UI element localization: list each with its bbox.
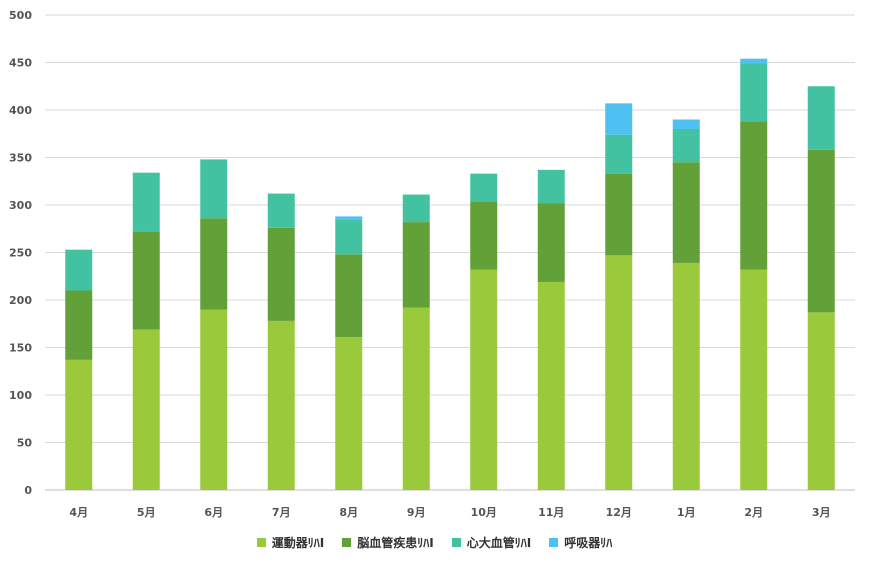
bar-segment-series-2-6 (470, 173, 498, 202)
bar-segment-series-1-9 (672, 162, 700, 263)
y-tick-label: 400 (9, 104, 32, 117)
legend-label: 心大血管ﾘﾊⅠ (466, 536, 532, 550)
y-axis-ticks: 0 50 100 150 200 250 300 350 400 450 500 (9, 9, 32, 497)
bar-segment-series-0-10 (740, 269, 768, 490)
legend: 運動器ﾘﾊⅠ 脳血管疾患ﾘﾊⅠ 心大血管ﾘﾊⅠ 呼吸器ﾘﾊ (0, 534, 869, 551)
y-tick-label: 350 (9, 152, 32, 165)
y-tick-label: 500 (9, 9, 32, 22)
legend-label: 運動器ﾘﾊⅠ (271, 536, 325, 550)
legend-swatch (342, 538, 352, 547)
x-tick-label: 10月 (471, 506, 497, 519)
x-tick-label: 7月 (272, 506, 291, 519)
bar-segment-series-1-4 (335, 254, 363, 338)
y-tick-label: 100 (9, 389, 32, 402)
bar-segment-series-0-9 (672, 262, 700, 490)
bar-segment-series-1-7 (537, 203, 565, 282)
legend-swatch (451, 538, 461, 547)
legend-label: 呼吸器ﾘﾊ (564, 536, 613, 550)
bar-segment-series-1-8 (605, 173, 633, 256)
y-tick-label: 0 (24, 484, 32, 497)
bar-segment-series-3-9 (672, 119, 700, 129)
bar-segment-series-2-8 (605, 134, 633, 174)
y-tick-label: 50 (17, 437, 33, 450)
bar-segment-series-2-5 (402, 194, 430, 223)
x-tick-label: 1月 (677, 506, 696, 519)
x-tick-label: 9月 (407, 506, 426, 519)
bar-segment-series-1-6 (470, 201, 498, 270)
x-tick-label: 11月 (538, 506, 564, 519)
bar-segment-series-1-2 (200, 218, 228, 310)
bar-segment-series-3-10 (740, 58, 768, 64)
bar-segment-series-0-11 (807, 312, 835, 490)
x-axis-ticks: 4月 5月 6月 7月 8月 9月 10月 11月 12月 1月 2月 3月 (69, 506, 830, 519)
bar-segment-series-2-2 (200, 159, 228, 219)
legend-item: 心大血管ﾘﾊⅠ (451, 534, 532, 551)
bar-segment-series-0-5 (402, 307, 430, 490)
legend-item: 運動器ﾘﾊⅠ (256, 534, 325, 551)
x-tick-label: 8月 (339, 506, 358, 519)
y-tick-label: 150 (9, 342, 32, 355)
bar-segment-series-2-1 (132, 172, 160, 232)
x-tick-label: 12月 (606, 506, 632, 519)
bar-segment-series-0-3 (267, 320, 295, 490)
legend-item: 呼吸器ﾘﾊ (549, 534, 612, 551)
bar-segment-series-2-9 (672, 129, 700, 163)
bar-segment-series-1-5 (402, 222, 430, 308)
legend-swatch (549, 538, 559, 547)
bar-segment-series-1-11 (807, 149, 835, 313)
bars (65, 58, 835, 490)
bar-segment-series-2-4 (335, 219, 363, 255)
bar-segment-series-0-1 (132, 329, 160, 490)
bar-segment-series-0-2 (200, 309, 228, 490)
x-tick-label: 2月 (744, 506, 763, 519)
bar-segment-series-2-7 (537, 169, 565, 204)
x-tick-label: 6月 (204, 506, 223, 519)
bar-segment-series-1-1 (132, 231, 160, 330)
x-tick-label: 3月 (812, 506, 831, 519)
y-tick-label: 250 (9, 247, 32, 260)
bar-segment-series-0-4 (335, 337, 363, 490)
x-tick-label: 4月 (69, 506, 88, 519)
bar-segment-series-3-4 (335, 216, 363, 220)
bar-segment-series-2-10 (740, 63, 768, 122)
x-tick-label: 5月 (137, 506, 156, 519)
legend-item: 脳血管疾患ﾘﾊⅠ (342, 534, 434, 551)
bar-segment-series-1-10 (740, 121, 768, 270)
stacked-bar-chart: 0 50 100 150 200 250 300 350 400 450 500 4月 5月 6月 7月 8… (9, 9, 855, 519)
bar-segment-series-0-8 (605, 255, 633, 490)
bar-segment-series-0-7 (537, 281, 565, 490)
y-tick-label: 200 (9, 294, 32, 307)
bar-segment-series-0-6 (470, 269, 498, 490)
y-tick-label: 450 (9, 57, 32, 70)
bar-segment-series-0-0 (65, 359, 93, 490)
bar-segment-series-2-11 (807, 86, 835, 150)
gridlines (45, 14, 855, 491)
legend-swatch (256, 538, 266, 547)
legend-label: 脳血管疾患ﾘﾊⅠ (357, 536, 434, 550)
bar-segment-series-1-3 (267, 227, 295, 321)
bar-segment-series-2-0 (65, 249, 93, 291)
bar-segment-series-2-3 (267, 193, 295, 228)
y-tick-label: 300 (9, 199, 32, 212)
bar-segment-series-3-8 (605, 103, 633, 135)
bar-segment-series-1-0 (65, 290, 93, 360)
